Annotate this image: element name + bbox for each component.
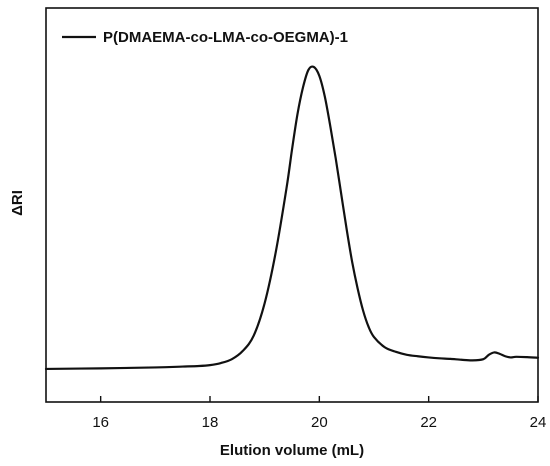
x-tick-label: 16 — [92, 414, 109, 431]
x-ticks: 16 18 20 22 24 — [92, 396, 546, 431]
x-tick-label: 24 — [530, 414, 547, 431]
plot-frame — [45, 7, 539, 403]
legend: P(DMAEMA-co-LMA-co-OEGMA)-1 — [62, 29, 348, 46]
y-axis-title: ΔRI — [9, 190, 26, 216]
legend-label: P(DMAEMA-co-LMA-co-OEGMA)-1 — [103, 29, 348, 46]
x-axis-title: Elution volume (mL) — [220, 442, 364, 459]
x-tick-label: 18 — [202, 414, 219, 431]
x-tick-label: 20 — [311, 414, 328, 431]
x-tick-label: 22 — [420, 414, 437, 431]
series-line — [44, 65, 540, 371]
